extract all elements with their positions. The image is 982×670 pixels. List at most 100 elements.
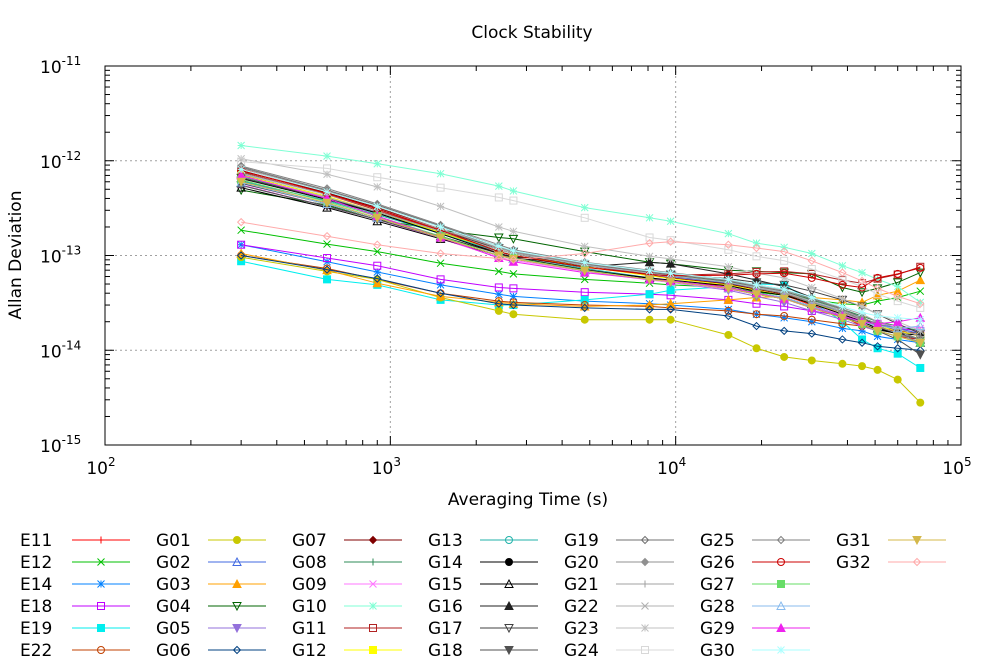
data-point: [893, 313, 902, 322]
legend-entry-g31: G31: [836, 531, 946, 551]
data-point: [494, 283, 503, 292]
data-point: [509, 246, 518, 255]
legend-entry-g06: G06: [156, 641, 266, 661]
legend-entry-g15: G15: [428, 575, 538, 595]
data-point: [509, 196, 518, 205]
legend-entry-g30: G30: [700, 641, 810, 661]
data-point: [236, 251, 246, 260]
data-point: [752, 252, 761, 261]
data-point: [915, 268, 926, 278]
legend-entry-g03: G03: [156, 575, 266, 595]
data-point: [644, 275, 655, 285]
data-point: [838, 261, 847, 270]
legend-entry-e12: E12: [20, 553, 130, 573]
data-point: [494, 223, 503, 231]
data-point: [893, 282, 902, 291]
data-point: [666, 255, 675, 263]
legend-label: G21: [564, 575, 599, 595]
series-line: [241, 253, 921, 307]
legend-label: G02: [156, 553, 191, 573]
legend-marker: [369, 580, 377, 588]
legend-marker: [641, 624, 649, 632]
legend-entry-g32: G32: [836, 553, 946, 573]
data-point: [724, 245, 733, 254]
legend-marker: [776, 622, 786, 632]
data-point: [665, 298, 676, 308]
legend-marker: [641, 580, 649, 588]
data-point: [323, 170, 331, 179]
data-point: [436, 202, 445, 211]
legend-marker: [369, 646, 377, 654]
data-point: [665, 277, 676, 287]
data-point: [373, 247, 382, 256]
legend-marker: [368, 535, 378, 545]
series-line: [240, 165, 921, 340]
data-point: [372, 278, 383, 288]
data-point: [780, 269, 789, 278]
data-point: [493, 233, 504, 243]
legend-entry-g25: G25: [700, 531, 810, 551]
data-point: [373, 261, 382, 270]
legend-marker: [504, 600, 514, 610]
legend-label: E19: [20, 619, 52, 639]
x-tick-label: 102: [86, 455, 115, 479]
y-tick-label: 10-15: [40, 433, 81, 457]
data-point: [373, 240, 382, 249]
legend-marker: [641, 646, 649, 654]
data-point: [807, 269, 816, 278]
data-point: [724, 305, 733, 314]
data-point: [752, 243, 761, 253]
data-point: [580, 242, 589, 251]
legend-label: G11: [292, 619, 327, 639]
legend-label: G01: [156, 531, 191, 551]
series-g10: [237, 141, 925, 307]
data-series: [236, 141, 926, 407]
data-point: [779, 247, 789, 256]
series-line: [241, 244, 921, 344]
series-line: [241, 158, 921, 332]
legend-marker: [232, 556, 242, 566]
data-point: [916, 298, 925, 307]
legend-entry-g22: G22: [564, 597, 674, 617]
legend-marker: [232, 645, 242, 655]
data-point: [916, 287, 925, 296]
legend-marker: [777, 558, 785, 566]
data-point: [509, 300, 518, 310]
data-point: [645, 290, 654, 299]
legend-entry-g28: G28: [700, 597, 810, 617]
data-point: [508, 234, 519, 244]
data-point: [436, 169, 445, 178]
data-point: [893, 297, 902, 306]
legend-entry-g13: G13: [428, 531, 538, 551]
legend-marker: [504, 646, 514, 656]
data-point: [893, 349, 902, 358]
data-point: [645, 238, 654, 248]
legend-marker: [97, 536, 105, 544]
data-point: [322, 265, 332, 274]
legend-label: G10: [292, 597, 327, 617]
data-point: [322, 231, 332, 241]
legend-entry-g07: G07: [292, 531, 402, 551]
series-g32: [236, 217, 925, 308]
legend-entry-g21: G21: [564, 575, 674, 595]
data-point: [323, 164, 332, 173]
data-point: [915, 275, 926, 285]
legend-marker: [776, 535, 786, 545]
data-point: [916, 303, 925, 312]
data-point: [435, 233, 446, 243]
data-point: [916, 315, 925, 324]
data-point: [916, 363, 925, 372]
data-point: [509, 255, 518, 265]
data-point: [580, 258, 589, 267]
data-point: [752, 321, 761, 331]
data-point: [436, 288, 445, 298]
x-tick-labels: 102 103 104 105: [86, 455, 971, 479]
data-point: [779, 326, 789, 336]
data-point: [873, 344, 882, 353]
legend-marker: [777, 580, 785, 588]
legend-entry-g02: G02: [156, 553, 266, 573]
series-g30: [237, 165, 925, 324]
legend-label: G13: [428, 531, 463, 551]
legend-marker: [641, 602, 649, 610]
legend-label: G26: [700, 553, 735, 573]
